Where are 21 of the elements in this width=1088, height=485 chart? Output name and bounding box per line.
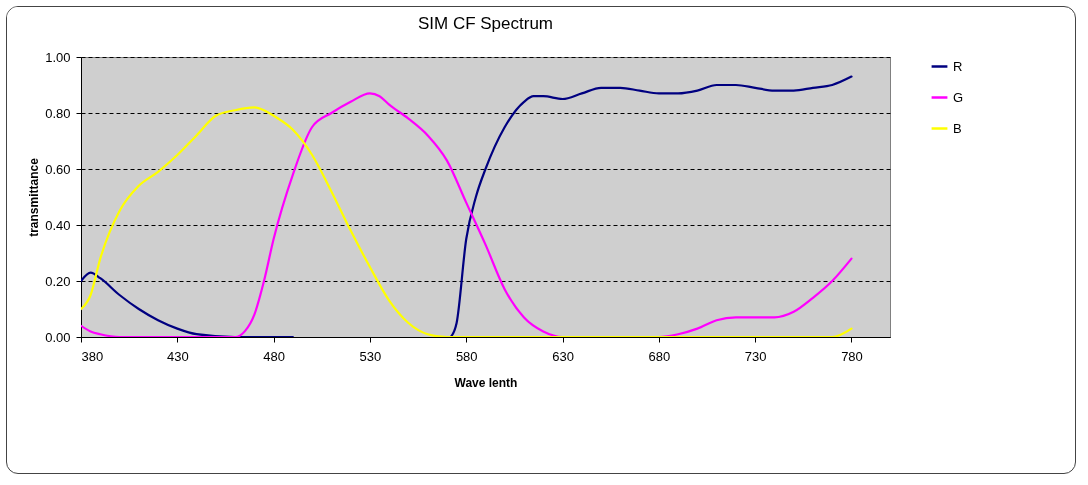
- legend-label: R: [953, 58, 963, 74]
- x-tick-label: 730: [744, 348, 767, 364]
- x-tick-label: 430: [166, 348, 189, 364]
- chart-title: SIM CF Spectrum: [417, 14, 554, 33]
- legend-label: G: [953, 89, 964, 105]
- y-tick-label: 0.60: [45, 161, 71, 177]
- x-tick-label: 530: [359, 348, 382, 364]
- x-tick-label: 780: [841, 348, 863, 364]
- y-tick-label: 0.80: [45, 105, 71, 121]
- x-tick-label: 580: [455, 348, 478, 364]
- x-tick-label: 680: [648, 348, 671, 364]
- y-tick-label: 0.40: [45, 217, 71, 233]
- legend-label: B: [953, 120, 962, 136]
- y-axis-title: transmittance: [27, 157, 42, 237]
- x-tick-label: 380: [81, 348, 104, 364]
- x-tick-label: 630: [552, 348, 574, 364]
- y-tick-label: 0.00: [45, 329, 71, 345]
- x-axis-title: Wave lenth: [454, 375, 518, 390]
- x-tick-label: 480: [263, 348, 285, 364]
- y-tick-label: 1.00: [45, 49, 71, 65]
- y-tick-label: 0.20: [45, 273, 71, 289]
